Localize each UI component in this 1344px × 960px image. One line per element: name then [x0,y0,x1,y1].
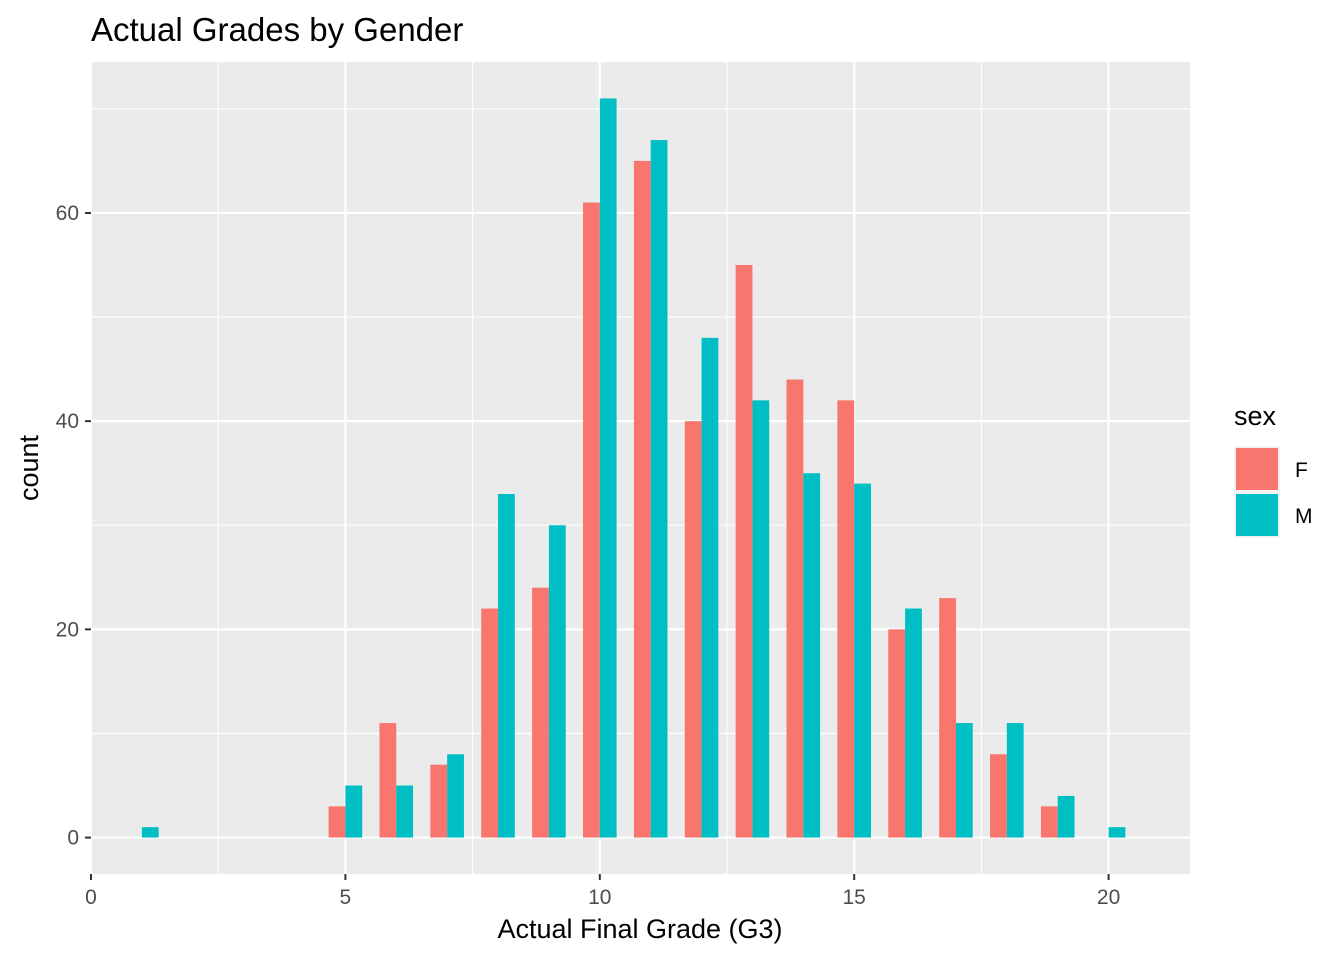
bar-m-11 [650,140,668,838]
bar-m-8 [498,494,515,838]
x-tick-label: 20 [1097,886,1120,909]
bar-m-9 [548,525,566,838]
legend-key-f [1236,448,1278,490]
bar-f-7 [430,764,448,838]
bar-f-8 [481,608,499,838]
legend: sex FM [1234,401,1313,538]
bar-m-13 [752,400,770,838]
bar-m-16 [905,608,922,838]
y-tick-label: 40 [56,410,79,433]
bar-f-6 [379,723,397,838]
bar-m-6 [396,785,414,838]
bar-f-19 [1040,806,1058,838]
bar-f-9 [532,587,549,838]
bar-f-12 [684,421,702,838]
bar-m-15 [854,483,871,838]
y-axis-title: count [14,434,44,501]
bar-m-19 [1057,795,1075,838]
bar-f-17 [939,598,956,838]
y-tick-label: 20 [56,618,79,641]
x-tick-label: 15 [843,886,866,909]
legend-key-m [1236,494,1278,536]
bar-f-14 [786,379,804,838]
bar-m-1 [141,827,159,838]
bar-f-5 [328,806,346,838]
tick-labels: 0 5 10 15 20 0 20 40 60 [56,202,1121,909]
x-tick-label: 0 [85,886,97,909]
bar-m-18 [1006,723,1024,838]
bar-m-12 [701,337,719,838]
bar-f-11 [633,160,651,838]
x-tick-label: 10 [588,886,611,909]
bar-m-5 [345,785,363,838]
bar-f-13 [735,265,753,838]
bar-m-14 [803,473,821,838]
bar-m-17 [955,723,973,838]
bar-f-15 [837,400,855,838]
legend-title: sex [1234,401,1277,431]
bar-f-10 [583,202,600,838]
x-tick-label: 5 [340,886,352,909]
bars [141,98,1126,838]
x-axis-title: Actual Final Grade (G3) [497,914,782,944]
bar-f-18 [990,754,1007,838]
bar-f-16 [888,629,906,838]
y-tick-label: 0 [67,827,79,850]
bar-m-7 [447,754,464,838]
legend-label-m: M [1295,505,1313,528]
y-tick-label: 60 [56,202,79,225]
chart-title: Actual Grades by Gender [91,11,463,48]
bar-m-10 [599,98,617,838]
legend-label-f: F [1295,459,1308,482]
bar-m-20 [1108,827,1126,838]
axis-ticks [85,211,1110,880]
